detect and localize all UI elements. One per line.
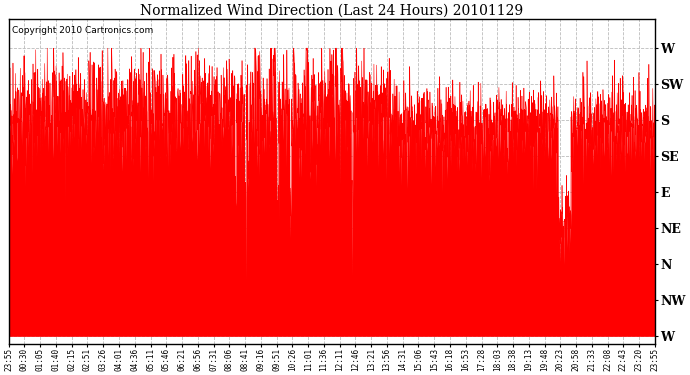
Text: Copyright 2010 Cartronics.com: Copyright 2010 Cartronics.com bbox=[12, 26, 153, 35]
Title: Normalized Wind Direction (Last 24 Hours) 20101129: Normalized Wind Direction (Last 24 Hours… bbox=[140, 4, 523, 18]
